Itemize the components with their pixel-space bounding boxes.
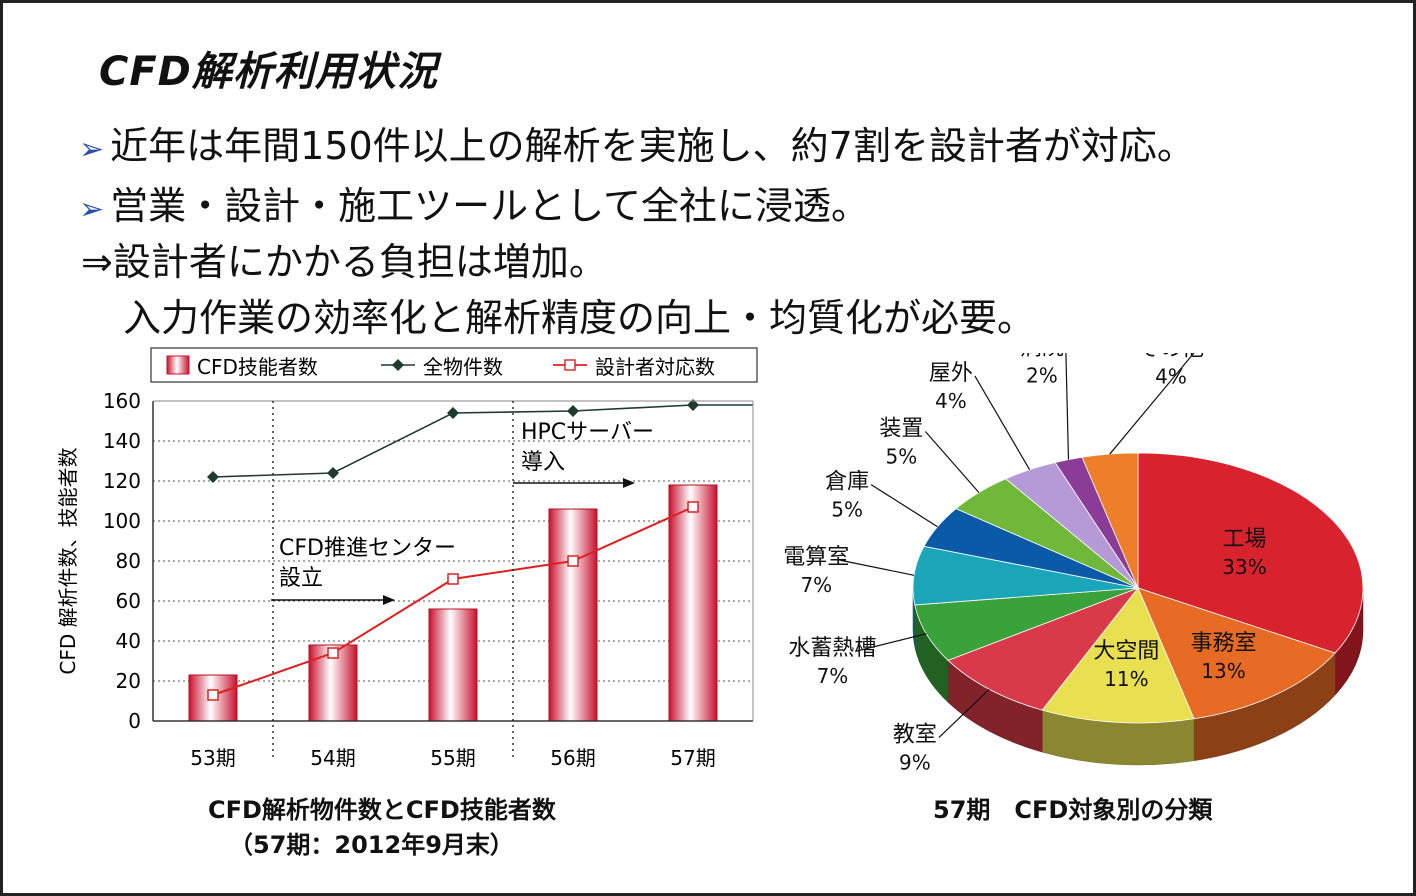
legend-label-skilled: CFD技能者数 <box>197 355 318 379</box>
bullet-arrow-icon: ➢ <box>79 192 105 227</box>
pie-value: 4% <box>935 389 967 413</box>
pie-value: 33% <box>1222 555 1266 579</box>
point <box>567 405 579 417</box>
pie-value: 4% <box>1155 365 1187 389</box>
bullet-2: ➢ 営業・設計・施工ツールとして全社に浸透。 <box>79 175 869 230</box>
pie-label: 屋外 <box>929 361 973 386</box>
x-tick-label: 54期 <box>310 746 355 770</box>
x-tick-label: 53期 <box>190 746 235 770</box>
y-tick-label: 0 <box>128 709 141 733</box>
point <box>207 471 219 483</box>
leader-line <box>870 484 938 528</box>
x-tick-label: 55期 <box>430 746 475 770</box>
point <box>207 689 219 701</box>
legend: CFD技能者数 全物件数 設計者対応数 <box>150 347 758 383</box>
arrow-right-icon <box>383 595 395 605</box>
arrow-right-icon <box>623 478 635 488</box>
legend-diamond-icon <box>392 359 404 371</box>
bullet-text: 営業・設計・施工ツールとして全社に浸透。 <box>110 184 870 228</box>
leader-line <box>924 431 980 493</box>
point <box>447 407 459 419</box>
pie-label: 事務室 <box>1190 631 1256 656</box>
pie-value: 2% <box>1026 363 1058 387</box>
bullet-text: ⇒設計者にかかる負担は増加。 <box>81 240 607 284</box>
y-tick-label: 40 <box>116 629 141 653</box>
leader-line <box>938 688 990 738</box>
pie-slice <box>1041 587 1195 724</box>
pie-value: 13% <box>1201 659 1245 683</box>
bullet-3: ⇒設計者にかかる負担は増加。 <box>81 231 607 286</box>
point <box>447 573 459 585</box>
leader-line <box>1109 353 1195 455</box>
bullet-arrow-icon: ➢ <box>79 132 105 167</box>
y-tick-label: 120 <box>103 469 141 493</box>
legend-bar-swatch <box>166 355 190 375</box>
y-tick-label: 20 <box>116 669 141 693</box>
legend-label-total: 全物件数 <box>423 355 503 379</box>
x-tick-label: 57期 <box>670 746 715 770</box>
point <box>567 555 579 567</box>
pie-label: 工場 <box>1223 527 1267 552</box>
bar <box>428 608 478 722</box>
combo-chart-title: CFD解析物件数とCFD技能者数 <box>208 796 556 824</box>
pie-label: その他 <box>1138 353 1204 362</box>
leader-line <box>1065 353 1070 460</box>
bullet-4: 入力作業の効率化と解析精度の向上・均質化が必要。 <box>123 287 1035 342</box>
leader-line <box>840 559 915 576</box>
pie-chart-title: 57期 CFD対象別の分類 <box>933 796 1213 824</box>
pie-label: 電算室 <box>783 545 849 570</box>
pie-value: 7% <box>817 664 849 688</box>
annotation-hpc: HPCサーバー 導入 <box>513 420 654 488</box>
annotation-hpc-line1: HPCサーバー <box>521 420 654 445</box>
pie-label: 装置 <box>879 417 923 442</box>
x-tick-label: 56期 <box>550 746 595 770</box>
pie-value: 9% <box>899 751 931 773</box>
bullet-1: ➢ 近年は年間150件以上の解析を実施し、約7割を設計者が対応。 <box>79 115 1195 170</box>
pie-slice <box>1137 587 1336 720</box>
pie-label: 大空間 <box>1093 639 1159 664</box>
pie-chart: 工場 33% 事務室 13% 大空間 11% 教室 9% 水蓄熱槽 7% 電算室 7% 倉庫 5% 装置 5%… <box>783 353 1364 773</box>
point <box>687 399 699 411</box>
y-tick-label: 80 <box>116 549 141 573</box>
annotation-cfd-center-line2: 設立 <box>279 566 323 591</box>
y-axis-label: CFD 解析件数、技能者数 <box>56 447 80 674</box>
annotation-cfd-center-line1: CFD推進センター <box>279 536 456 561</box>
legend-label-designer: 設計者対応数 <box>595 355 715 379</box>
point <box>327 647 339 659</box>
y-tick-label: 100 <box>103 509 141 533</box>
y-tick-label: 60 <box>116 589 141 613</box>
series-line <box>212 404 753 478</box>
pie-slice <box>947 587 1140 711</box>
pie-slice <box>1081 452 1139 589</box>
point <box>327 467 339 479</box>
leader-line <box>974 375 1031 471</box>
legend-square-icon <box>564 359 576 371</box>
pie-label: 教室 <box>893 723 937 748</box>
pie-value: 5% <box>831 498 863 522</box>
pie-label: 倉庫 <box>825 470 869 495</box>
annotation-hpc-line2: 導入 <box>521 450 565 475</box>
pie-value: 11% <box>1104 667 1148 691</box>
bullet-text: 入力作業の効率化と解析精度の向上・均質化が必要。 <box>123 296 1036 340</box>
bullet-text: 近年は年間150件以上の解析を実施し、約7割を設計者が対応。 <box>110 124 1195 168</box>
annotation-cfd-center: CFD推進センター 設立 <box>271 536 456 605</box>
pie-value: 5% <box>886 445 918 469</box>
y-tick-label: 140 <box>103 429 141 453</box>
y-tick-label: 160 <box>103 389 141 413</box>
bar <box>548 508 598 722</box>
combo-chart: 0 20 40 60 80 100 120 140 160 53期 54期 55期 56期 57期 CFD… <box>56 347 758 770</box>
slide-title: CFD解析利用状況 <box>99 49 438 95</box>
pie-slice <box>1137 452 1364 654</box>
pie-value: 7% <box>800 573 832 597</box>
point <box>687 501 699 513</box>
bar <box>668 484 718 722</box>
pie-label: 病院 <box>1020 353 1064 360</box>
leader-line <box>856 633 927 652</box>
combo-chart-subtitle: （57期：2012年9月末） <box>229 831 514 859</box>
pie-label: 水蓄熱槽 <box>788 636 876 661</box>
